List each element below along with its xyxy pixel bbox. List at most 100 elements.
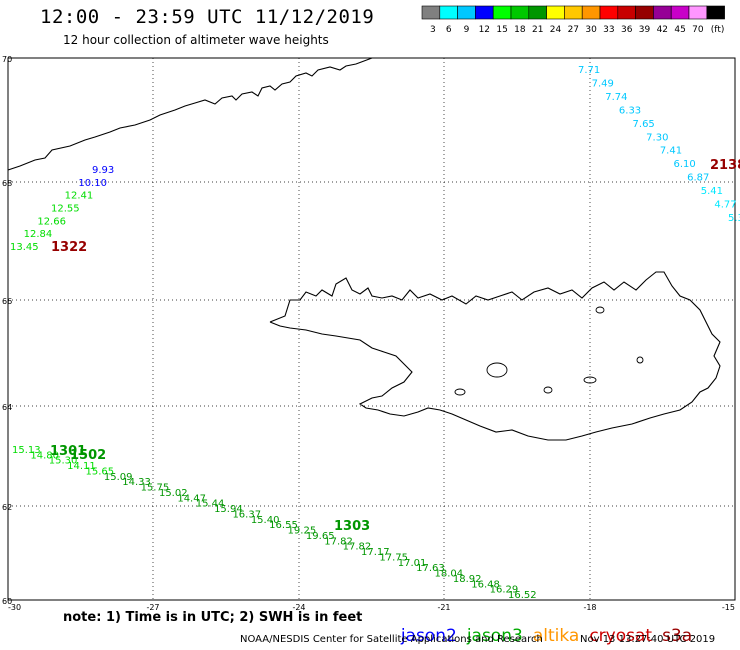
scale-tick-label: 45 [674, 25, 685, 35]
scale-tick-label: 21 [532, 25, 543, 35]
legend-jason2: jason2 [400, 626, 457, 646]
wave-height-label: 19.25 [288, 526, 317, 537]
generated-timestamp: Nov 13 13:27:40 UTC 2019 [580, 634, 716, 645]
wave-height-label: 12.55 [51, 204, 80, 215]
wave-height-label: 7.30 [646, 132, 668, 143]
lake-outline [543, 386, 553, 394]
lake-outline [454, 388, 466, 396]
lat-tick-label: 68 [2, 179, 12, 188]
map-frame [7, 57, 736, 601]
wave-height-label: 5.41 [701, 186, 723, 197]
scale-tick-label: 70 [692, 25, 704, 35]
wave-height-label: 7.65 [633, 119, 655, 130]
map-title: 12:00 - 23:59 UTC 11/12/2019 [40, 6, 375, 28]
scale-tick-label: 42 [657, 25, 668, 35]
lon-tick-label: -30 [8, 603, 21, 612]
pass-time-label: 1301 [50, 444, 86, 459]
scale-tick-label: 15 [496, 25, 507, 35]
wave-height-label: 19.65 [306, 531, 335, 542]
greenland-coast [7, 57, 378, 171]
lake-outline [583, 376, 597, 384]
scale-swatch [706, 5, 725, 20]
credit-line: NOAA/NESDIS Center for Satellite Applica… [240, 634, 543, 645]
wave-height-label: 16.48 [471, 579, 500, 590]
wave-height-label: 14.47 [177, 493, 206, 504]
scale-tick-label: 30 [585, 25, 597, 35]
wave-height-label: 9.93 [92, 165, 114, 176]
wave-height-label: 16.55 [269, 520, 298, 531]
wave-height-label: 6.87 [687, 173, 709, 184]
scale-tick-label: 18 [514, 25, 526, 35]
footer-note: note: 1) Time is in UTC; 2) SWH is in fe… [63, 610, 363, 625]
lat-tick-label: 64 [2, 403, 12, 412]
wave-height-label: 17.82 [324, 536, 353, 547]
scale-tick-label: 3 [430, 25, 436, 35]
pass-time-label: 1322 [51, 240, 87, 255]
wave-height-label: 15.65 [85, 466, 114, 477]
lon-tick-label: -18 [583, 603, 596, 612]
map-subtitle: 12 hour collection of altimeter wave hei… [63, 33, 329, 47]
legend-altika: altika [532, 626, 580, 646]
wave-height-label: 6.33 [619, 105, 641, 116]
wave-height-label: 7.41 [660, 146, 682, 157]
wave-height-label: 10.10 [78, 178, 107, 189]
axis-labels: 70 68 66 64 62 60-30 -27 -24 -21 -18 -15 [2, 55, 735, 612]
wave-height-label: 12.41 [65, 191, 94, 202]
scale-tick-label: 12 [479, 25, 490, 35]
lat-lon-grid [7, 57, 736, 601]
wave-height-label: 14.11 [67, 461, 96, 472]
legend-cryosat: cryosat [589, 626, 653, 646]
wave-height-label: 18.04 [435, 569, 464, 580]
legend-jason3: jason3 [466, 626, 523, 646]
iceland-coast [269, 271, 721, 441]
wave-height-label: 5.3 [728, 213, 740, 224]
wave-height-label: 15.02 [159, 488, 188, 499]
scale-tick-label: 27 [568, 25, 579, 35]
lon-tick-label: -15 [722, 603, 735, 612]
scale-tick-label: 6 [446, 25, 452, 35]
scale-tick-label: 39 [639, 25, 651, 35]
pass-time-label: 1303 [334, 519, 370, 534]
wave-height-label: 12.84 [24, 229, 53, 240]
lon-tick-label: -24 [292, 603, 305, 612]
wave-height-label: 6.10 [673, 159, 695, 170]
color-scale: 3 6 9 12 15 18 21 24 27 30 33 36 39 42 45 70 (ft) [421, 5, 725, 35]
wave-height-label: 16.37 [232, 509, 261, 520]
wave-height-label: 17.75 [379, 552, 408, 563]
scale-tick-label: 33 [603, 25, 614, 35]
wave-height-label: 15.94 [214, 504, 243, 515]
wave-height-label: 7.71 [578, 65, 600, 76]
lat-tick-label: 60 [2, 597, 12, 606]
wave-height-label: 17.17 [361, 547, 390, 558]
wave-height-label: 16.29 [490, 585, 519, 596]
lon-tick-label: -21 [437, 603, 450, 612]
wave-height-label: 17.63 [416, 563, 445, 574]
wave-height-label: 15.44 [196, 499, 225, 510]
pass-time-label: 1502 [70, 448, 106, 463]
wave-height-label: 15.75 [141, 483, 170, 494]
scale-tick-label: 24 [550, 25, 562, 35]
wave-height-label: 7.49 [592, 78, 614, 89]
lat-tick-label: 66 [2, 297, 12, 306]
satellite-legend: jason2 jason3 altika cryosat s3a [390, 606, 702, 646]
scale-tick-label: 36 [621, 25, 633, 35]
wave-height-label: 15.09 [104, 472, 133, 483]
wave-height-label: 18.92 [453, 574, 482, 585]
wave-height-label: 4.77 [714, 200, 736, 211]
wave-height-label: 14.80 [30, 450, 59, 461]
scale-unit: (ft) [711, 25, 725, 35]
scale-tick-label: 9 [464, 25, 470, 35]
lake-outline [636, 356, 644, 364]
lake-outline [595, 306, 605, 314]
coastline [7, 57, 721, 441]
lat-tick-label: 70 [2, 55, 12, 64]
wave-height-label: 13.45 [10, 242, 39, 253]
wave-height-label: 14.33 [122, 477, 151, 488]
wave-height-label: 12.66 [37, 216, 66, 227]
legend-s3a: s3a [662, 626, 693, 646]
wave-height-label: 17.01 [398, 558, 427, 569]
wave-height-label: 15.30 [49, 456, 78, 467]
wave-height-label: 7.74 [605, 92, 627, 103]
